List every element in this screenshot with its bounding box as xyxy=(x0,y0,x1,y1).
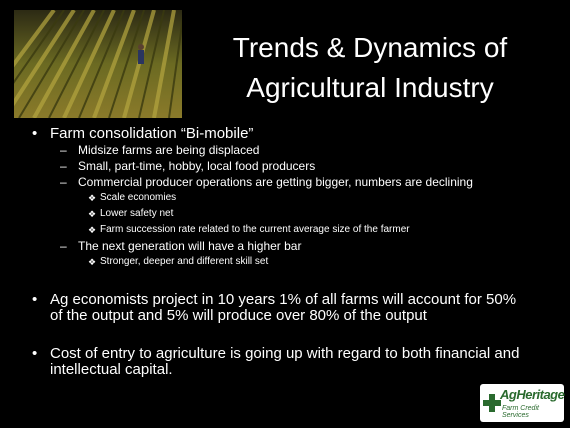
sub-sub-bullet: Stronger, deeper and different skill set xyxy=(32,254,532,270)
field-photo xyxy=(14,10,182,118)
slide: Trends & Dynamics of Agricultural Indust… xyxy=(0,0,570,428)
sub-bullet: The next generation will have a higher b… xyxy=(32,238,532,254)
logo: AgHeritage Farm Credit Services xyxy=(480,384,564,422)
sub-bullet: Commercial producer operations are getti… xyxy=(32,174,532,190)
sub-bullet: Midsize farms are being displaced xyxy=(32,142,532,158)
sub-sub-bullet: Lower safety net xyxy=(32,206,532,222)
bullet: Ag economists project in 10 years 1% of … xyxy=(32,292,532,324)
bullet: Cost of entry to agriculture is going up… xyxy=(32,346,532,378)
sub-sub-bullet: Farm succession rate related to the curr… xyxy=(32,222,532,238)
sub-bullet: Small, part-time, hobby, local food prod… xyxy=(32,158,532,174)
logo-tagline: Farm Credit Services xyxy=(502,405,564,419)
logo-icon xyxy=(483,394,501,412)
bullet: Farm consolidation “Bi-mobile” xyxy=(32,126,532,142)
sub-sub-bullet: Scale economies xyxy=(32,190,532,206)
slide-title: Trends & Dynamics of Agricultural Indust… xyxy=(215,28,525,108)
logo-name: AgHeritage xyxy=(500,387,564,402)
bullet-list: Farm consolidation “Bi-mobile”Midsize fa… xyxy=(32,124,532,378)
